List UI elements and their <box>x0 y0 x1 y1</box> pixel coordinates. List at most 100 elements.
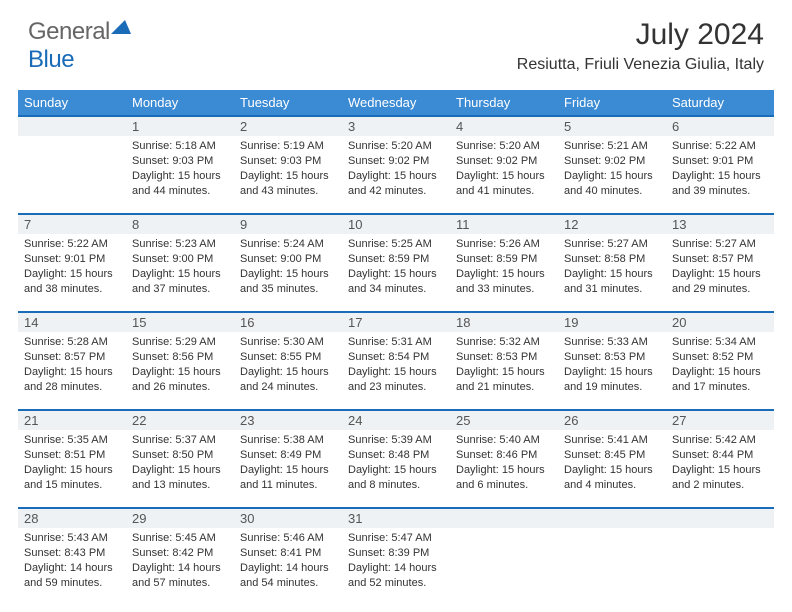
day-number-cell: 5 <box>558 116 666 136</box>
day-info-line: Sunrise: 5:37 AM <box>132 433 228 448</box>
day-number-cell <box>450 508 558 528</box>
day-cell: Sunrise: 5:42 AMSunset: 8:44 PMDaylight:… <box>666 430 774 508</box>
day-number: 8 <box>132 217 139 232</box>
day-number-cell: 1 <box>126 116 234 136</box>
day-info-line: Sunset: 8:57 PM <box>24 350 120 365</box>
day-info-line: and 42 minutes. <box>348 184 444 199</box>
day-number: 31 <box>348 511 362 526</box>
day-info-line: Sunrise: 5:27 AM <box>564 237 660 252</box>
day-info-line: Daylight: 15 hours <box>348 267 444 282</box>
day-info-line: Daylight: 15 hours <box>564 169 660 184</box>
day-info-line: Daylight: 14 hours <box>240 561 336 576</box>
day-number-cell: 21 <box>18 410 126 430</box>
day-cell: Sunrise: 5:24 AMSunset: 9:00 PMDaylight:… <box>234 234 342 312</box>
day-number-row: 28293031 <box>18 508 774 528</box>
day-info-line: Daylight: 15 hours <box>132 463 228 478</box>
month-title: July 2024 <box>517 18 764 52</box>
day-number: 23 <box>240 413 254 428</box>
day-cell: Sunrise: 5:34 AMSunset: 8:52 PMDaylight:… <box>666 332 774 410</box>
day-info-line: Sunset: 8:44 PM <box>672 448 768 463</box>
day-info-line: Sunrise: 5:40 AM <box>456 433 552 448</box>
weekday-header: Friday <box>558 90 666 116</box>
day-info-line: Sunset: 8:59 PM <box>456 252 552 267</box>
day-info-line: Sunset: 9:01 PM <box>672 154 768 169</box>
day-cell: Sunrise: 5:30 AMSunset: 8:55 PMDaylight:… <box>234 332 342 410</box>
day-info-line: Daylight: 15 hours <box>672 169 768 184</box>
day-info-line: Sunrise: 5:26 AM <box>456 237 552 252</box>
day-info-line: and 41 minutes. <box>456 184 552 199</box>
day-number: 21 <box>24 413 38 428</box>
day-number: 10 <box>348 217 362 232</box>
day-info-line: and 4 minutes. <box>564 478 660 493</box>
day-info-line: Daylight: 15 hours <box>672 267 768 282</box>
day-content-row: Sunrise: 5:35 AMSunset: 8:51 PMDaylight:… <box>18 430 774 508</box>
day-cell: Sunrise: 5:29 AMSunset: 8:56 PMDaylight:… <box>126 332 234 410</box>
day-info-line: and 43 minutes. <box>240 184 336 199</box>
day-number-cell: 31 <box>342 508 450 528</box>
day-number-cell <box>18 116 126 136</box>
day-number-cell: 16 <box>234 312 342 332</box>
day-number-cell: 14 <box>18 312 126 332</box>
day-info-line: Sunset: 8:49 PM <box>240 448 336 463</box>
day-info-line: and 35 minutes. <box>240 282 336 297</box>
day-number-cell: 19 <box>558 312 666 332</box>
day-info-line: and 39 minutes. <box>672 184 768 199</box>
day-number: 12 <box>564 217 578 232</box>
weekday-header: Thursday <box>450 90 558 116</box>
day-number-cell: 12 <box>558 214 666 234</box>
day-info-line: and 24 minutes. <box>240 380 336 395</box>
day-number-row: 21222324252627 <box>18 410 774 430</box>
day-cell <box>558 528 666 606</box>
day-info-line: Daylight: 14 hours <box>132 561 228 576</box>
day-number-cell: 27 <box>666 410 774 430</box>
day-info-line: Sunrise: 5:30 AM <box>240 335 336 350</box>
day-info-line: Daylight: 15 hours <box>456 267 552 282</box>
day-info-line: and 29 minutes. <box>672 282 768 297</box>
day-info-line: Sunset: 8:52 PM <box>672 350 768 365</box>
day-cell: Sunrise: 5:35 AMSunset: 8:51 PMDaylight:… <box>18 430 126 508</box>
day-number: 6 <box>672 119 679 134</box>
weekday-header: Sunday <box>18 90 126 116</box>
day-info-line: Sunrise: 5:22 AM <box>24 237 120 252</box>
day-info-line: Daylight: 15 hours <box>348 169 444 184</box>
day-number: 30 <box>240 511 254 526</box>
day-info-line: Sunrise: 5:31 AM <box>348 335 444 350</box>
weekday-header: Saturday <box>666 90 774 116</box>
day-info-line: Daylight: 15 hours <box>348 365 444 380</box>
day-info-line: Sunset: 8:45 PM <box>564 448 660 463</box>
day-info-line: Sunset: 8:57 PM <box>672 252 768 267</box>
day-info-line: Daylight: 15 hours <box>132 267 228 282</box>
day-number: 4 <box>456 119 463 134</box>
day-info-line: Sunset: 9:00 PM <box>240 252 336 267</box>
day-info-line: Sunrise: 5:33 AM <box>564 335 660 350</box>
day-info-line: Sunset: 9:00 PM <box>132 252 228 267</box>
day-number: 27 <box>672 413 686 428</box>
day-number: 26 <box>564 413 578 428</box>
day-number: 2 <box>240 119 247 134</box>
day-number: 16 <box>240 315 254 330</box>
day-info-line: Sunrise: 5:20 AM <box>348 139 444 154</box>
day-info-line: Daylight: 15 hours <box>132 365 228 380</box>
day-info-line: Sunset: 9:03 PM <box>240 154 336 169</box>
day-number: 28 <box>24 511 38 526</box>
day-number: 22 <box>132 413 146 428</box>
day-cell: Sunrise: 5:23 AMSunset: 9:00 PMDaylight:… <box>126 234 234 312</box>
day-info-line: Sunrise: 5:18 AM <box>132 139 228 154</box>
day-content-row: Sunrise: 5:18 AM Sunset: 9:03 PM Daylight:… <box>18 136 774 214</box>
day-cell: Sunrise: 5:27 AMSunset: 8:57 PMDaylight:… <box>666 234 774 312</box>
calendar-table: SundayMondayTuesdayWednesdayThursdayFrid… <box>18 90 774 606</box>
day-number: 24 <box>348 413 362 428</box>
day-info-line: Sunset: 8:59 PM <box>348 252 444 267</box>
day-info-line: Sunrise: 5:23 AM <box>132 237 228 252</box>
weekday-header: Monday <box>126 90 234 116</box>
day-info-line: Daylight: 15 hours <box>348 463 444 478</box>
day-number-cell: 30 <box>234 508 342 528</box>
day-info-line: and 59 minutes. <box>24 576 120 591</box>
day-info-line: Daylight: 15 hours <box>672 365 768 380</box>
day-number-cell: 6 <box>666 116 774 136</box>
day-info-line: and 57 minutes. <box>132 576 228 591</box>
day-cell: Sunrise: 5:40 AMSunset: 8:46 PMDaylight:… <box>450 430 558 508</box>
day-info-line: Sunrise: 5:28 AM <box>24 335 120 350</box>
day-cell: Sunrise: 5:20 AMSunset: 9:02 PMDaylight:… <box>342 136 450 214</box>
day-cell: Sunrise: 5:43 AMSunset: 8:43 PMDaylight:… <box>18 528 126 606</box>
